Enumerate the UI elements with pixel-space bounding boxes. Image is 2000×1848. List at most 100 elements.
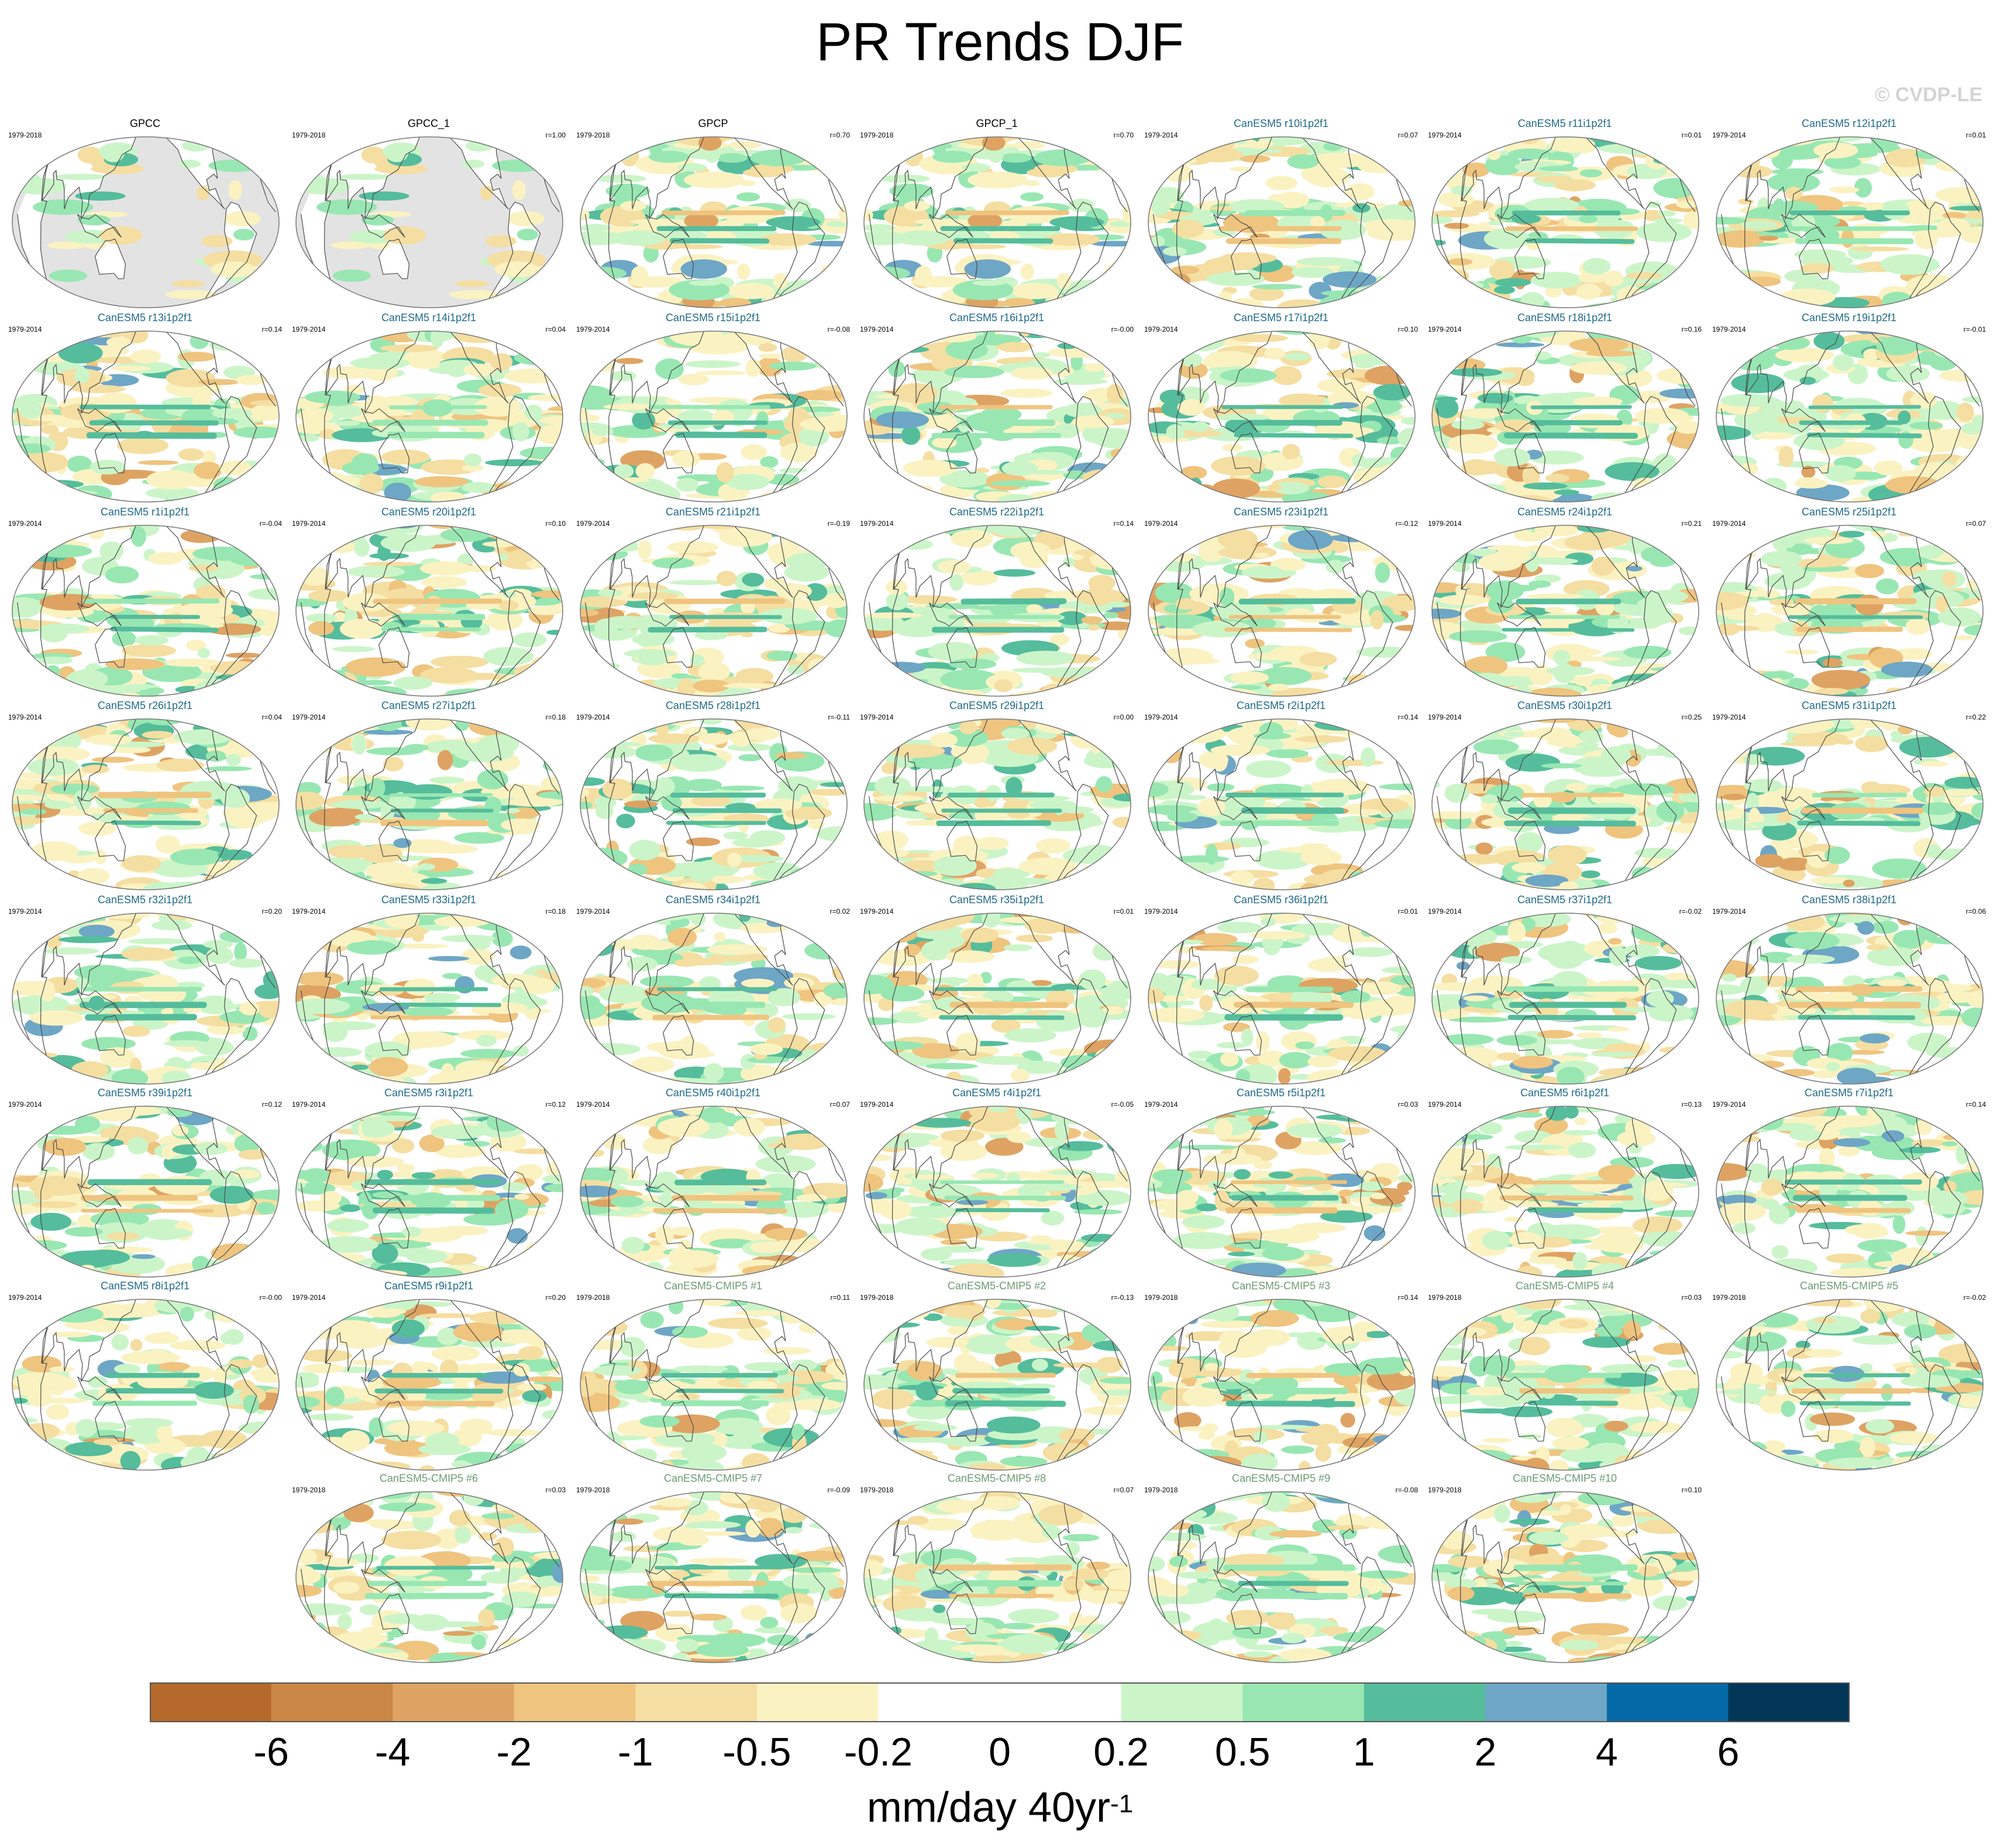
panel-title: CanESM5 r21i1p2f1 [665,506,761,518]
trend-patch [896,595,957,604]
trend-patch [1063,402,1102,418]
trend-patch [463,453,482,467]
coastline [1002,719,1077,791]
trend-field [296,331,563,502]
coastline [95,432,126,474]
trend-patch [1832,354,1854,371]
tropical-band [1245,209,1346,216]
trend-patch [467,886,522,890]
world-map [12,913,280,1085]
trend-patch [1374,819,1415,829]
trend-patch [920,887,975,890]
panel-pattern-correlation: r=0.70 [829,131,850,139]
coastline [1620,201,1677,308]
trend-patch [329,669,346,684]
trend-patch [1471,855,1519,862]
trend-patch [676,478,699,492]
trend-patch [163,1040,209,1047]
trend-patch [91,890,107,892]
trend-patch [790,866,834,880]
trend-patch [1229,166,1254,172]
panel-title: CanESM5 r20i1p2f1 [381,506,477,518]
coastline [1336,201,1393,308]
coastline [95,238,126,280]
trend-patch [619,292,643,303]
coastline [95,1014,126,1056]
trend-patch [28,874,78,888]
coastline [1231,627,1262,668]
panel-title: GPCC_1 [407,118,450,129]
trend-patch [1481,794,1499,804]
trend-patch [626,956,658,972]
trend-patch [1162,246,1187,256]
map-border [1716,525,1984,697]
trend-patch [638,540,652,560]
trend-patch [1738,198,1754,205]
trend-patch [1761,550,1802,567]
trend-patch [1488,220,1504,226]
trend-patch [628,863,648,876]
trend-patch [1874,460,1903,476]
world-map [1148,718,1416,890]
trend-patch [1797,477,1820,484]
tropical-band [85,1014,197,1021]
trend-patch [1729,332,1785,338]
trend-field [12,719,279,892]
trend-patch [208,913,250,918]
trend-patch [1806,851,1830,869]
trend-patch [538,791,563,800]
trend-patch [321,913,358,918]
trend-patch [812,858,842,876]
panel-years: 1979-2014 [576,907,610,916]
trend-patch [1616,783,1675,796]
trend-patch [487,610,523,631]
trend-patch [233,529,251,545]
trend-patch [60,525,91,536]
trend-patch [1916,301,1952,308]
map-panel: CanESM5 r17i1p2f1 1979-2014 r=0.10 [1141,311,1421,507]
coastline [1799,432,1830,474]
trend-patch [1477,222,1492,235]
trend-patch [12,794,47,801]
trend-patch [1381,595,1415,612]
coastline [434,719,509,791]
trend-patch [1068,198,1094,212]
trend-patch [1565,783,1588,791]
trend-patch [39,331,58,341]
trend-patch [886,870,938,877]
trend-patch [1545,473,1570,483]
coastline [1781,602,1826,627]
trend-patch [1173,302,1216,308]
trend-patch [877,661,893,679]
trend-field [1716,331,1983,502]
trend-patch [1056,273,1072,290]
trend-patch [102,913,151,919]
trend-patch [1049,634,1069,646]
trend-patch [78,821,116,836]
trend-patch [188,565,219,572]
trend-patch [504,368,563,384]
trend-patch [1524,198,1579,213]
trend-patch [1726,286,1764,304]
map-border [12,525,280,697]
trend-patch [809,1042,841,1052]
coastline [95,627,126,668]
trend-patch [585,546,616,552]
world-map [12,331,280,503]
panel-years: 1979-2014 [860,519,894,528]
trend-patch [1385,272,1398,283]
trend-patch [1716,230,1765,248]
trend-patch [209,339,255,351]
trend-patch [1185,331,1233,332]
trend-patch [1668,545,1689,553]
trend-patch [1034,149,1091,166]
trend-patch [46,917,81,924]
trend-patch [820,264,836,282]
trend-patch [206,882,243,890]
trend-patch [206,1024,246,1035]
trend-patch [46,932,63,949]
map-panel: CanESM5 r16i1p2f1 1979-2014 r=-0.00 [856,311,1137,507]
trend-patch [1364,219,1415,229]
trend-patch [1507,886,1529,890]
trend-patch [670,719,694,720]
